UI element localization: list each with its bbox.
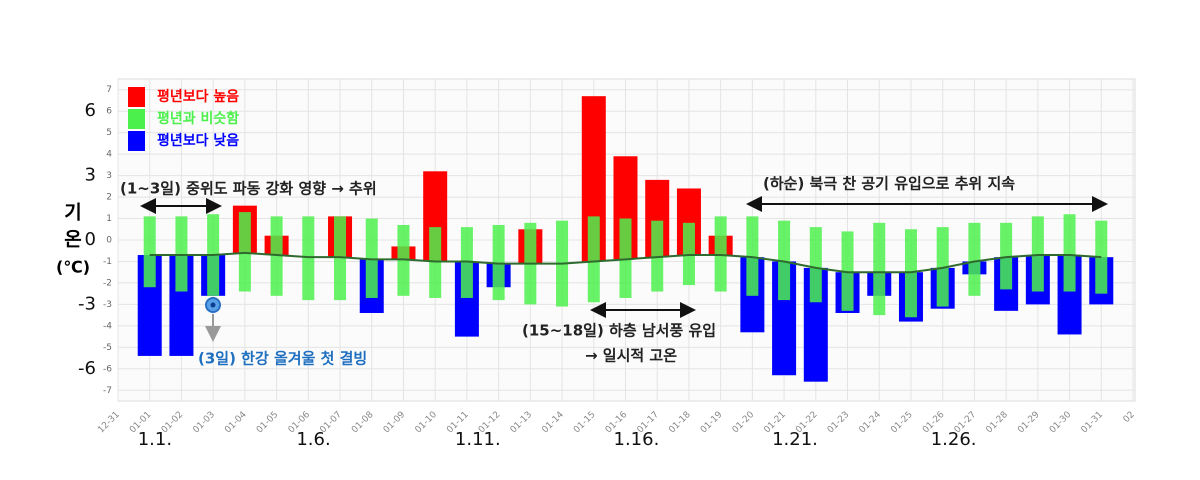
- y-tick-label: -2: [103, 278, 112, 288]
- y-major-label: -6: [78, 358, 96, 379]
- range-bar: [682, 222, 695, 286]
- range-bar: [714, 216, 727, 292]
- y-tick-label: 1: [106, 214, 112, 224]
- range-bar: [968, 222, 981, 296]
- x-tick-label: 01-05: [255, 410, 281, 436]
- y-tick-label: 2: [106, 193, 112, 203]
- range-bar: [619, 218, 632, 298]
- range-bar: [143, 216, 156, 288]
- x-tick-label: 12-31: [96, 410, 122, 436]
- range-bar: [429, 227, 442, 298]
- period-label: 1.6.: [296, 429, 330, 450]
- y-axis-title: 기: [64, 202, 81, 224]
- range-bar: [651, 220, 664, 292]
- range-bar: [904, 229, 917, 318]
- range-bar: [175, 216, 188, 292]
- x-tick-label: 01-31: [1080, 410, 1106, 436]
- y-axis-title: (℃): [56, 258, 90, 277]
- x-tick-label: 01-20: [731, 410, 757, 436]
- period-label: 1.1.: [138, 429, 172, 450]
- range-bar: [936, 227, 949, 307]
- x-tick-label: 01-14: [540, 410, 566, 436]
- x-tick-label: 01-23: [826, 410, 852, 436]
- period-label: 1.26.: [931, 429, 977, 450]
- range-bar: [778, 220, 791, 301]
- range-bar: [1063, 214, 1076, 292]
- y-major-label: 0: [85, 229, 96, 250]
- x-tick-label: 01-03: [191, 410, 217, 436]
- range-bar: [873, 222, 886, 316]
- x-tick-label: 01-10: [414, 410, 440, 436]
- y-tick-label: -1: [103, 257, 112, 267]
- annotation: (3일) 한강 올겨울 첫 결빙: [198, 350, 367, 368]
- range-bar: [365, 218, 378, 298]
- y-tick-label: -3: [103, 300, 112, 310]
- y-tick-label: 6: [106, 107, 112, 117]
- range-bar: [460, 227, 473, 298]
- period-label: 1.11.: [455, 429, 501, 450]
- legend-label: 평년과 비슷함: [157, 110, 239, 127]
- legend-swatch: [128, 87, 145, 107]
- range-bar: [587, 216, 600, 303]
- period-label: 1.16.: [614, 429, 660, 450]
- x-tick-label: 01-04: [223, 410, 249, 436]
- x-tick-label: 01-29: [1016, 410, 1042, 436]
- y-tick-label: 7: [106, 85, 112, 95]
- y-tick-label: 3: [106, 171, 112, 181]
- pin-icon: [210, 302, 216, 308]
- y-tick-label: -4: [103, 321, 112, 331]
- range-bar: [238, 212, 251, 292]
- annotations: (1~3일) 중위도 파동 강화 영향 → 추위 (3일) 한강 올겨울 첫 결…: [120, 175, 1108, 368]
- annotation: (1~3일) 중위도 파동 강화 영향 → 추위: [120, 180, 377, 198]
- y-tick-label: 0: [106, 236, 112, 246]
- x-tick-label: 01-13: [509, 410, 535, 436]
- y-tick-label: -7: [103, 386, 112, 396]
- legend-swatch: [128, 131, 145, 151]
- x-tick-label: 01-30: [1048, 410, 1074, 436]
- range-bar: [1000, 222, 1013, 290]
- range-bar: [334, 216, 347, 301]
- y-tick-label: -6: [103, 364, 112, 374]
- legend-swatch: [128, 109, 145, 129]
- annotation: → 일시적 고온: [585, 347, 677, 365]
- annotation: (15~18일) 하층 남서풍 유입: [522, 322, 716, 340]
- y-axis-title: 온: [64, 229, 81, 251]
- x-tick-label: 01-15: [572, 410, 598, 436]
- y-major-label: 6: [85, 100, 96, 121]
- legend-label: 평년보다 낮음: [157, 132, 239, 149]
- x-tick-label: 01-09: [382, 410, 408, 436]
- x-tick-label: 01-28: [984, 410, 1010, 436]
- legend-label: 평년보다 높음: [157, 88, 239, 105]
- x-tick-label: 01-18: [667, 410, 693, 436]
- range-bar: [841, 231, 854, 311]
- period-label: 1.21.: [772, 429, 818, 450]
- range-bar: [809, 227, 822, 303]
- x-tick-label: 01-08: [350, 410, 376, 436]
- range-bar: [270, 216, 283, 296]
- range-bar: [746, 216, 759, 296]
- y-tick-label: -5: [103, 343, 112, 353]
- bars: [137, 96, 1114, 382]
- range-bar: [492, 224, 505, 301]
- y-tick-label: 4: [106, 150, 112, 160]
- x-tick-label: 02: [1122, 410, 1137, 425]
- x-tick-label: 01-25: [889, 410, 915, 436]
- x-tick-label: 01-24: [858, 410, 884, 436]
- normal-line: [149, 251, 1102, 274]
- range-bar: [302, 216, 315, 301]
- y-major-label: -3: [78, 293, 96, 314]
- range-bar: [397, 224, 410, 296]
- y-tick-label: 5: [106, 128, 112, 138]
- x-tick-label: 01-19: [699, 410, 725, 436]
- y-major-label: 3: [85, 165, 96, 186]
- annotation: (하순) 북극 찬 공기 유입으로 추위 지속: [763, 175, 1015, 193]
- range-bar: [1031, 216, 1044, 292]
